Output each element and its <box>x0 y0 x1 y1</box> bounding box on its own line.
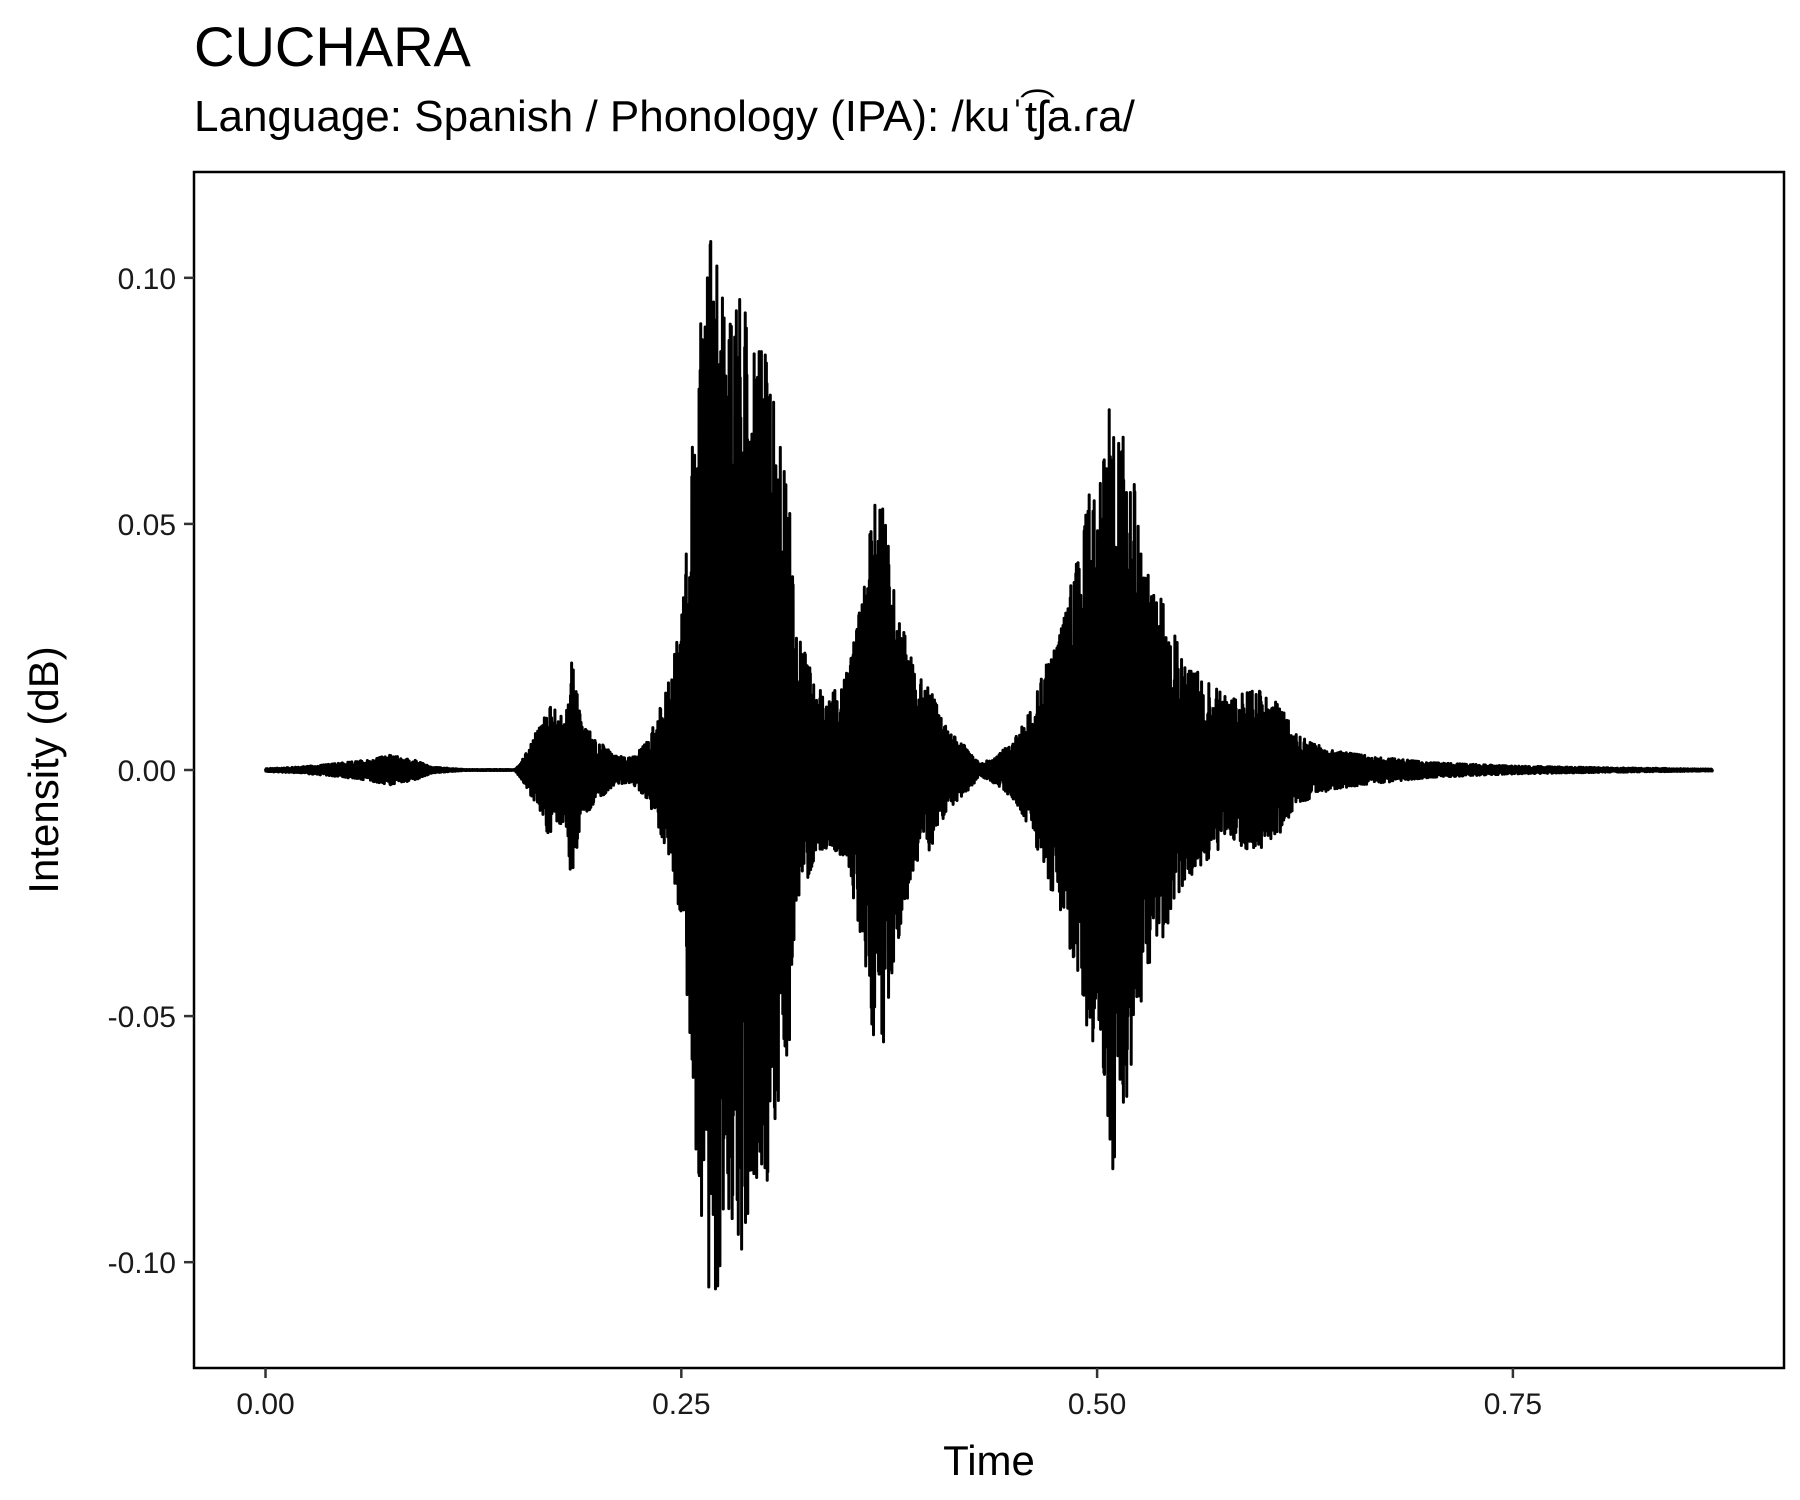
chart-title: CUCHARA <box>194 15 471 78</box>
y-tick-label: -0.05 <box>108 1001 176 1034</box>
x-axis: 0.00 0.25 0.50 0.75 <box>236 1368 1542 1421</box>
y-axis-title: Intensity (dB) <box>20 646 67 893</box>
y-tick-label: 0.10 <box>118 263 176 296</box>
x-tick-label: 0.50 <box>1068 1388 1126 1421</box>
series-line-waveform <box>264 239 1714 1291</box>
y-axis: 0.10 0.05 0.00 -0.05 -0.10 <box>108 263 194 1280</box>
x-tick-label: 0.25 <box>652 1388 710 1421</box>
waveform <box>264 239 1714 1291</box>
chart-subtitle: Language: Spanish / Phonology (IPA): /ku… <box>194 92 1135 141</box>
y-tick-label: 0.00 <box>118 755 176 788</box>
y-tick-label: 0.05 <box>118 509 176 542</box>
y-tick-label: -0.10 <box>108 1247 176 1280</box>
x-tick-label: 0.75 <box>1484 1388 1542 1421</box>
x-axis-title: Time <box>943 1437 1035 1484</box>
x-tick-label: 0.00 <box>236 1388 294 1421</box>
